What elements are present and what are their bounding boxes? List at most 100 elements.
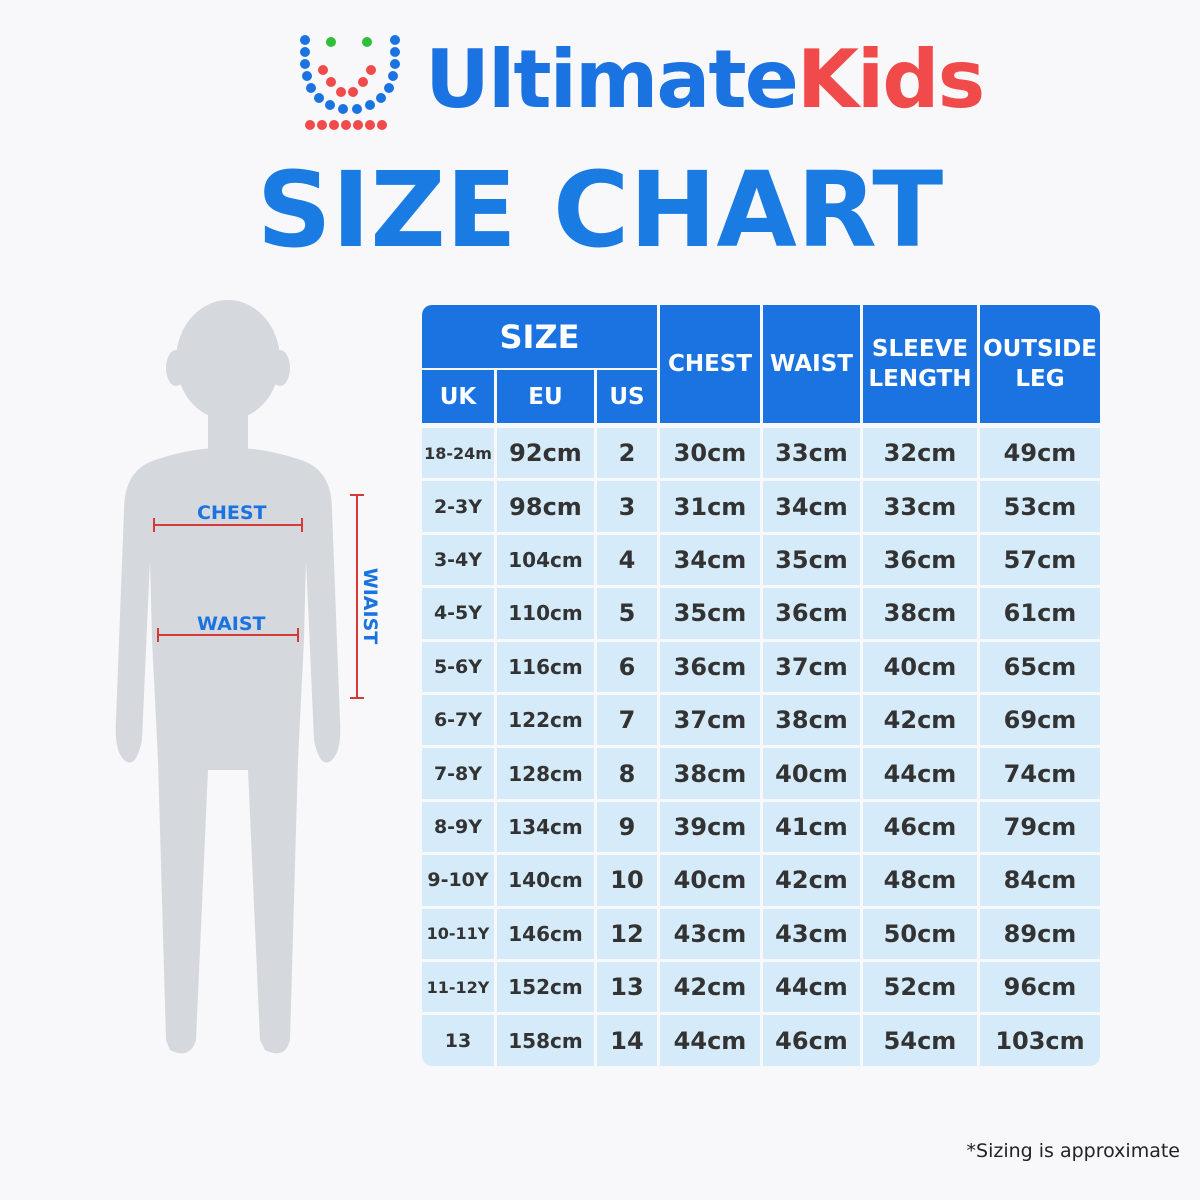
table-cell: 43cm — [660, 908, 760, 959]
title: SIZE CHART — [256, 149, 944, 271]
table-cell: 36cm — [660, 641, 760, 692]
table-cell: 11-12Y — [422, 962, 494, 1013]
table-cell: 3 — [597, 481, 657, 532]
table-cell: 3-4Y — [422, 534, 494, 586]
column-header: SLEEVE LENGTH — [863, 305, 977, 423]
logo-icon — [300, 35, 400, 130]
table-cell: 34cm — [660, 534, 760, 586]
table-cell: 74cm — [980, 748, 1100, 799]
table-cell: 38cm — [660, 748, 760, 799]
table-cell: 5 — [597, 588, 657, 639]
table-cell: 2 — [597, 428, 657, 479]
table-cell: 103cm — [980, 1015, 1100, 1066]
table-cell: 10-11Y — [422, 908, 494, 959]
table-cell: 33cm — [863, 481, 977, 532]
table-cell: 79cm — [980, 801, 1100, 853]
table-cell: 10 — [597, 855, 657, 906]
table-cell: 9-10Y — [422, 855, 494, 906]
table-cell: 13 — [597, 962, 657, 1013]
table-cell: 50cm — [863, 908, 977, 959]
brand: UltimateKids — [425, 30, 985, 130]
footnote: *Sizing is approximate — [966, 1140, 1180, 1162]
table-cell: 14 — [597, 1015, 657, 1066]
column-header: UK — [422, 370, 494, 423]
table-cell: 116cm — [497, 641, 594, 692]
column-header: OUTSIDE LEG — [980, 305, 1100, 423]
brand-first: Ultimate — [425, 33, 799, 126]
table-cell: 44cm — [863, 748, 977, 799]
table-cell: 52cm — [863, 962, 977, 1013]
table-cell: 158cm — [497, 1015, 594, 1066]
table-cell: 49cm — [980, 428, 1100, 479]
table-cell: 2-3Y — [422, 481, 494, 532]
table-cell: 140cm — [497, 855, 594, 906]
table-cell: 36cm — [763, 588, 860, 639]
table-cell: 134cm — [497, 801, 594, 853]
table-cell: 38cm — [863, 588, 977, 639]
table-cell: 84cm — [980, 855, 1100, 906]
table-cell: 46cm — [863, 801, 977, 853]
table-cell: 12 — [597, 908, 657, 959]
table-cell: 7-8Y — [422, 748, 494, 799]
table-cell: 42cm — [660, 962, 760, 1013]
table-cell: 35cm — [660, 588, 760, 639]
table-cell: 35cm — [763, 534, 860, 586]
table-cell: 96cm — [980, 962, 1100, 1013]
table-cell: 152cm — [497, 962, 594, 1013]
table-cell: 40cm — [863, 641, 977, 692]
chest-label: CHEST — [197, 502, 267, 524]
table-cell: 32cm — [863, 428, 977, 479]
table-cell: 43cm — [763, 908, 860, 959]
table-cell: 61cm — [980, 588, 1100, 639]
column-header: CHEST — [660, 305, 760, 423]
table-cell: 6 — [597, 641, 657, 692]
table-cell: 39cm — [660, 801, 760, 853]
table-cell: 122cm — [497, 695, 594, 746]
table-cell: 9 — [597, 801, 657, 853]
table-cell: 53cm — [980, 481, 1100, 532]
table-cell: 65cm — [980, 641, 1100, 692]
table-cell: 37cm — [660, 695, 760, 746]
group-header: SIZE — [422, 305, 657, 368]
table-cell: 89cm — [980, 908, 1100, 959]
table-cell: 6-7Y — [422, 695, 494, 746]
table-cell: 31cm — [660, 481, 760, 532]
table-cell: 34cm — [763, 481, 860, 532]
table-cell: 44cm — [660, 1015, 760, 1066]
column-header: US — [597, 370, 657, 423]
column-header: WAIST — [763, 305, 860, 423]
table-cell: 4 — [597, 534, 657, 586]
table-cell: 5-6Y — [422, 641, 494, 692]
table-cell: 46cm — [763, 1015, 860, 1066]
table-cell: 36cm — [863, 534, 977, 586]
table-cell: 98cm — [497, 481, 594, 532]
table-cell: 146cm — [497, 908, 594, 959]
table-cell: 54cm — [863, 1015, 977, 1066]
table-cell: 13 — [422, 1015, 494, 1066]
table-cell: 40cm — [763, 748, 860, 799]
waist-label: WAIST — [197, 613, 266, 635]
table-cell: 92cm — [497, 428, 594, 479]
table-cell: 40cm — [660, 855, 760, 906]
table-cell: 18-24m — [422, 428, 494, 479]
table-cell: 38cm — [763, 695, 860, 746]
table-cell: 30cm — [660, 428, 760, 479]
silhouette — [115, 300, 364, 1054]
table-cell: 4-5Y — [422, 588, 494, 639]
table-cell: 128cm — [497, 748, 594, 799]
brand-second: Kids — [796, 33, 985, 126]
table-cell: 8-9Y — [422, 801, 494, 853]
table-cell: 33cm — [763, 428, 860, 479]
table-cell: 44cm — [763, 962, 860, 1013]
table-cell: 110cm — [497, 588, 594, 639]
side-label: WIAIST — [359, 567, 382, 645]
table-cell: 41cm — [763, 801, 860, 853]
table-cell: 7 — [597, 695, 657, 746]
table-cell: 48cm — [863, 855, 977, 906]
table-cell: 37cm — [763, 641, 860, 692]
table-cell: 42cm — [863, 695, 977, 746]
table-cell: 104cm — [497, 534, 594, 586]
table-cell: 69cm — [980, 695, 1100, 746]
table-cell: 57cm — [980, 534, 1100, 586]
